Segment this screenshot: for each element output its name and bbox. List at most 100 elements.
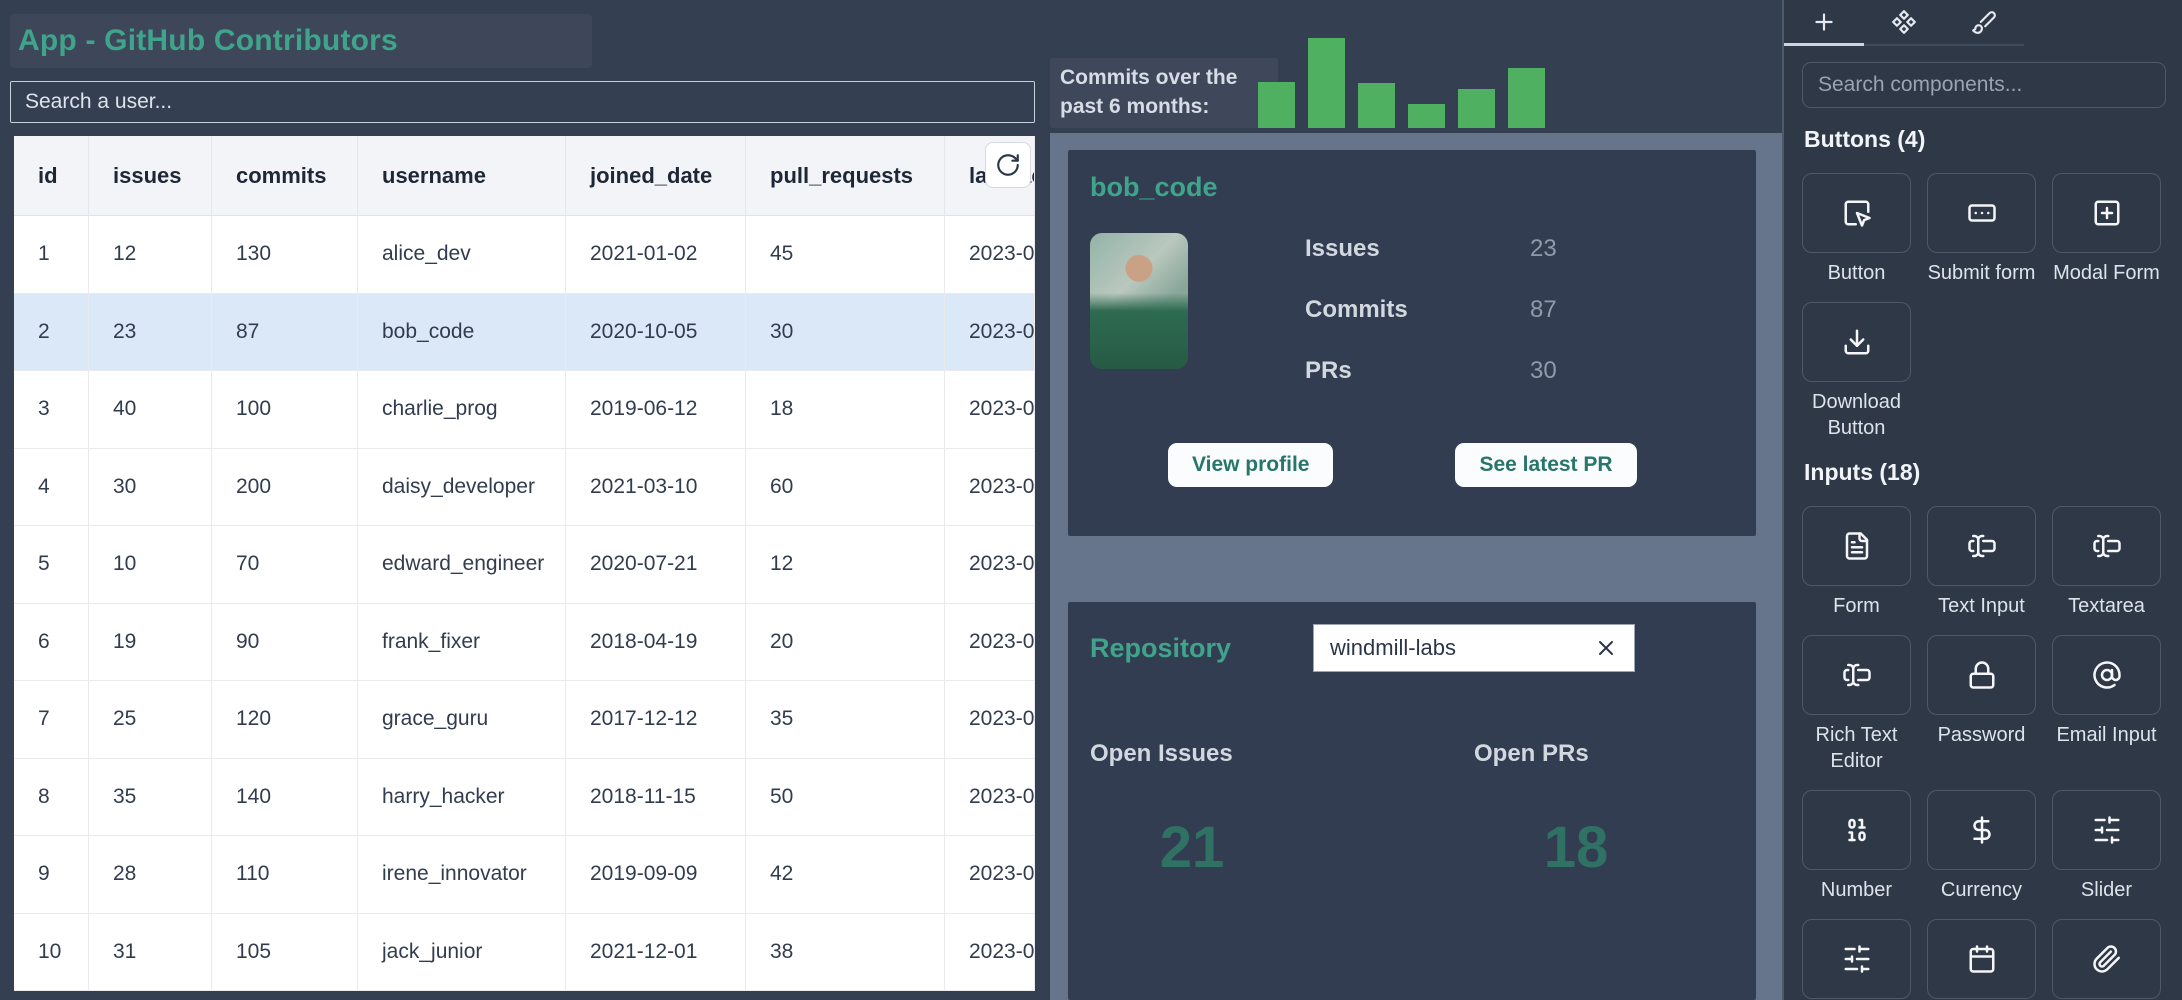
palette-item-button[interactable]: Button [1802, 173, 1911, 286]
column-header: id [14, 136, 89, 216]
sliders-horizontal-icon [1844, 945, 1869, 973]
square-mouse-pointer-icon [1844, 200, 1871, 227]
palette-item-number[interactable]: Number [1802, 790, 1911, 903]
palette-item-card [1927, 919, 2036, 999]
component-icon [1892, 10, 1916, 34]
palette-item-calendar[interactable] [1927, 919, 2036, 1000]
table-cell: 10 [89, 526, 212, 604]
table-cell: 6 [14, 603, 89, 681]
commit-bar [1358, 83, 1395, 128]
tab-brush[interactable] [1944, 0, 2024, 44]
sliders-horizontal-icon [2094, 816, 2119, 844]
palette-item-slider[interactable]: Slider [2052, 790, 2161, 903]
x-icon [1599, 641, 1614, 655]
left-column: App - GitHub Contributors idissuescommit… [0, 0, 1035, 1000]
table-cell: 130 [212, 216, 358, 294]
palette-item-download-button[interactable]: Download Button [1802, 302, 1911, 441]
table-cell: 60 [746, 448, 945, 526]
palette-item-label: Number [1820, 879, 1893, 901]
palette-item-label: Text Input [1938, 595, 2025, 617]
palette-item-sliders-horizontal[interactable] [1802, 919, 1911, 1000]
table-header-row: id issues commits username joined_date pull_r… [14, 136, 1035, 216]
table-cell: 2023-09 [945, 603, 1035, 681]
palette-item-card [2052, 173, 2161, 253]
table-cell: bob_code [358, 293, 566, 371]
refresh-icon [995, 152, 1021, 178]
lock-icon [1969, 661, 1994, 689]
table-cell: jack_junior [358, 913, 566, 991]
table-cell: frank_fixer [358, 603, 566, 681]
app-canvas: bob_code Issues 23 Commits 87 PRs 30 View pro… [1050, 133, 1782, 1000]
repository-input[interactable] [1330, 635, 1595, 661]
palette-item-label: Currency [1940, 879, 2023, 901]
palette-item-label: Download Button [1812, 391, 1901, 439]
table-cell: 30 [89, 448, 212, 526]
page-title: App - GitHub Contributors [18, 24, 398, 57]
palette-item-modal-form[interactable]: Modal Form [2052, 173, 2161, 286]
table-cell: 35 [746, 681, 945, 759]
user-card-body: Issues 23 Commits 87 PRs 30 [1090, 233, 1734, 385]
palette-item-rich-text-editor[interactable]: Rich Text Editor [1802, 635, 1911, 774]
palette-item-text-input[interactable]: Text Input [1927, 506, 2036, 619]
table-cell: 12 [89, 216, 212, 294]
open-issues-value: 21 [1159, 815, 1225, 880]
commits-bar-chart [1258, 38, 1545, 128]
table-cell: irene_innovator [358, 836, 566, 914]
palette-item-label: Rich Text Editor [1815, 724, 1898, 772]
clear-input-icon[interactable] [1594, 636, 1618, 660]
table-cell: 140 [212, 758, 358, 836]
palette-item-label: Slider [2080, 879, 2133, 901]
table-cell: 2023-08 [945, 448, 1035, 526]
table-cell: charlie_prog [358, 371, 566, 449]
tab-plus[interactable] [1784, 0, 1864, 46]
table-cell: 2019-06-12 [566, 371, 746, 449]
user-stat-label: PRs [1305, 357, 1352, 384]
table-cell: 20 [746, 603, 945, 681]
download-icon [1844, 329, 1869, 355]
table-cell: 2023-06 [945, 758, 1035, 836]
see-latest-pr-button[interactable]: See latest PR [1455, 443, 1637, 487]
open-issues-stat: Open Issues 21 [1090, 740, 1294, 881]
palette-item-textarea[interactable]: Textarea [2052, 506, 2161, 619]
repository-card: Repository Open Issues 21 Open PRs 18 [1068, 602, 1756, 1000]
table-cell: edward_engineer [358, 526, 566, 604]
rotate-cw-icon [997, 154, 1019, 176]
table-cell: 90 [212, 603, 358, 681]
open-prs-stat: Open PRs 18 [1474, 740, 1678, 881]
user-avatar-photo [1090, 233, 1188, 369]
palette-item-card [1927, 790, 2036, 870]
palette-item-paperclip[interactable] [2052, 919, 2161, 1000]
palette-item-label: Modal Form [2053, 262, 2160, 284]
palette-item-currency[interactable]: Currency [1927, 790, 2036, 903]
palette-item-card [2052, 790, 2161, 870]
table-cell: 2018-11-15 [566, 758, 746, 836]
user-card-title: bob_code [1090, 172, 1218, 202]
palette-item-email-input[interactable]: Email Input [2052, 635, 2161, 774]
palette-item-submit-form[interactable]: Submit form [1927, 173, 2036, 286]
table-cell: 8 [14, 758, 89, 836]
refresh-table-button[interactable] [985, 142, 1031, 188]
search-components-input[interactable] [1802, 62, 2166, 108]
view-profile-button[interactable]: View profile [1168, 443, 1334, 487]
table-cell: 2023-07 [945, 526, 1035, 604]
repository-input-wrap [1313, 624, 1636, 672]
commit-bar [1458, 89, 1495, 128]
palette-item-password[interactable]: Password [1927, 635, 2036, 774]
search-user-input[interactable] [10, 81, 1035, 123]
table-cell: grace_guru [358, 681, 566, 759]
paperclip-icon [2092, 945, 2120, 973]
palette-item-label: Email Input [2056, 724, 2157, 746]
palette-item-form[interactable]: Form [1802, 506, 1911, 619]
square-plus-icon [2094, 200, 2119, 226]
tab-component[interactable] [1864, 0, 1944, 44]
